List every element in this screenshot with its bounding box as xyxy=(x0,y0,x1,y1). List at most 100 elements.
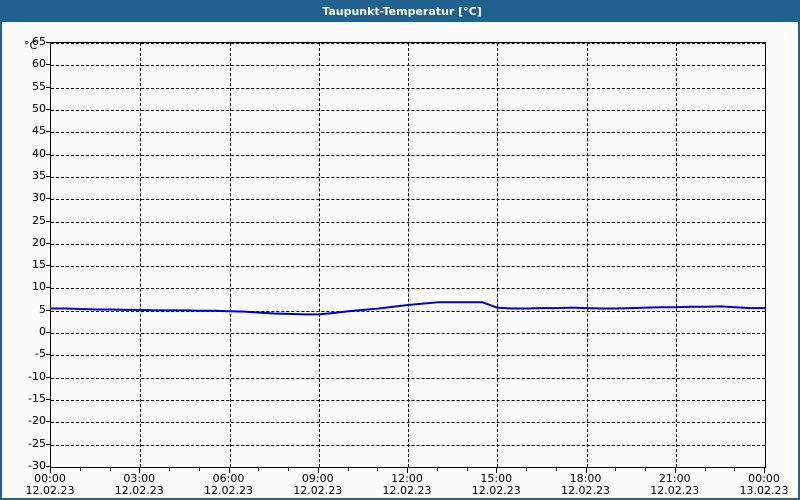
y-axis-tick-label: -10 xyxy=(28,369,46,383)
y-axis-tick-label: -15 xyxy=(28,392,46,406)
gridline-vertical xyxy=(497,43,499,467)
x-axis-tick xyxy=(79,467,81,471)
x-axis-date: 12.02.23 xyxy=(471,484,521,497)
y-axis-tick xyxy=(46,287,50,289)
x-axis-time: 00:00 xyxy=(748,472,780,485)
x-axis-tick xyxy=(555,467,557,471)
x-axis-tick xyxy=(734,467,736,471)
page-title: Taupunkt-Temperatur [°C] xyxy=(322,5,482,18)
x-axis-time: 00:00 xyxy=(34,472,66,485)
x-axis-tick xyxy=(109,467,111,471)
x-axis-tick-label: 15:00 12.02.23 xyxy=(456,473,536,497)
y-axis-tick-label: 30 xyxy=(32,191,46,205)
x-axis-tick xyxy=(526,467,527,471)
x-axis-time: 09:00 xyxy=(301,472,334,485)
x-axis-tick xyxy=(615,467,617,471)
x-axis-tick xyxy=(645,467,646,471)
x-axis-tick xyxy=(764,467,765,473)
y-axis-tick-label: 20 xyxy=(32,235,46,249)
x-axis-tick-label: 00:00 13.02.23 xyxy=(724,472,798,497)
y-axis-tick xyxy=(46,108,50,110)
y-axis-unit-label: °C xyxy=(24,39,38,52)
x-axis-tick xyxy=(466,467,468,471)
x-axis-tick xyxy=(407,467,408,473)
x-axis-tick xyxy=(228,467,230,473)
y-axis-tick xyxy=(46,443,50,445)
y-axis-tick-label: 10 xyxy=(32,280,46,294)
x-axis-tick xyxy=(585,467,587,473)
y-axis-tick-label: -5 xyxy=(35,347,46,361)
y-axis-tick xyxy=(46,42,50,43)
x-axis-tick xyxy=(496,467,498,473)
x-axis-tick-label: 12:00 12.02.23 xyxy=(367,473,447,497)
y-axis-tick xyxy=(46,309,50,311)
x-axis-date: 12.02.23 xyxy=(650,484,700,497)
y-axis-tick xyxy=(46,399,50,401)
y-axis-labels: 65 60 55 50 45 40 35 30 25 20 15 10 5 0 -5 -10 -15 -20 -25… xyxy=(2,2,46,498)
x-axis-tick xyxy=(198,467,200,471)
x-axis-tick-label: 18:00 12.02.23 xyxy=(546,473,626,497)
y-axis-tick xyxy=(46,131,50,133)
gridline-vertical xyxy=(586,43,588,467)
y-axis-tick-label: 65 xyxy=(32,35,46,48)
x-axis-tick xyxy=(317,467,319,473)
y-axis-tick-label: 35 xyxy=(32,168,46,182)
x-axis-time: 03:00 xyxy=(123,472,156,485)
y-axis-tick xyxy=(46,354,50,356)
y-axis-tick-label: -25 xyxy=(28,436,46,450)
x-axis-date: 12.02.23 xyxy=(204,484,253,497)
y-axis-tick-label: 40 xyxy=(32,146,46,160)
gridline-vertical xyxy=(140,43,142,467)
gridline-vertical xyxy=(318,43,320,467)
x-axis-tick xyxy=(288,467,289,471)
y-axis-tick-label: 25 xyxy=(32,213,46,227)
x-axis-tick xyxy=(704,467,706,471)
y-axis-tick-label: 0 xyxy=(39,325,46,339)
y-axis-tick-label: 60 xyxy=(32,57,46,71)
y-axis-tick xyxy=(46,220,50,222)
window-title-bar: Taupunkt-Temperatur [°C] xyxy=(2,2,798,22)
x-axis-time: 06:00 xyxy=(212,472,245,485)
data-series-dewpoint-temperature xyxy=(50,301,766,316)
x-axis-tick xyxy=(50,467,51,473)
y-axis-tick-label: -30 xyxy=(28,459,46,472)
y-axis-tick-label: 15 xyxy=(32,258,46,272)
x-axis-tick-label: 21:00 12.02.23 xyxy=(635,473,715,497)
x-axis-time: 18:00 xyxy=(569,472,602,485)
y-axis-tick-label: -20 xyxy=(28,414,46,428)
y-axis-tick xyxy=(46,376,50,378)
gridline-vertical xyxy=(675,43,677,467)
y-axis-tick-label: 5 xyxy=(39,302,46,316)
x-axis-tick xyxy=(674,467,676,473)
x-axis-time: 15:00 xyxy=(480,472,513,485)
x-axis-time: 21:00 xyxy=(658,472,691,485)
x-axis-date: 12.02.23 xyxy=(382,484,432,497)
plot-area xyxy=(50,42,766,468)
y-axis-tick xyxy=(46,64,50,66)
x-axis-date: 12.02.23 xyxy=(25,484,75,497)
x-axis-tick xyxy=(377,467,379,471)
y-axis-tick xyxy=(46,466,50,467)
x-axis-date: 12.02.23 xyxy=(293,484,343,497)
y-axis-tick xyxy=(46,332,50,334)
x-axis-tick-label: 03:00 12.02.23 xyxy=(99,473,179,497)
gridline-vertical xyxy=(229,43,231,467)
y-axis-tick-label: 55 xyxy=(32,79,46,93)
series-polyline xyxy=(50,301,766,316)
x-axis-tick xyxy=(139,467,141,473)
y-axis-tick xyxy=(46,198,50,200)
x-axis-date: 12.02.23 xyxy=(114,484,164,497)
x-axis-date: 13.02.23 xyxy=(739,484,789,497)
y-axis-tick xyxy=(46,242,50,244)
y-axis-tick-label: 45 xyxy=(32,124,46,138)
gridline-vertical xyxy=(408,43,409,467)
x-axis-time: 12:00 xyxy=(391,472,423,485)
y-axis-tick xyxy=(46,153,50,155)
y-axis-tick-label: 50 xyxy=(32,101,46,115)
y-axis-tick xyxy=(46,421,50,423)
x-axis-tick-label: 09:00 12.02.23 xyxy=(278,473,358,497)
y-axis-tick xyxy=(46,175,50,177)
x-axis-tick xyxy=(169,467,170,471)
x-axis-tick xyxy=(436,467,438,471)
